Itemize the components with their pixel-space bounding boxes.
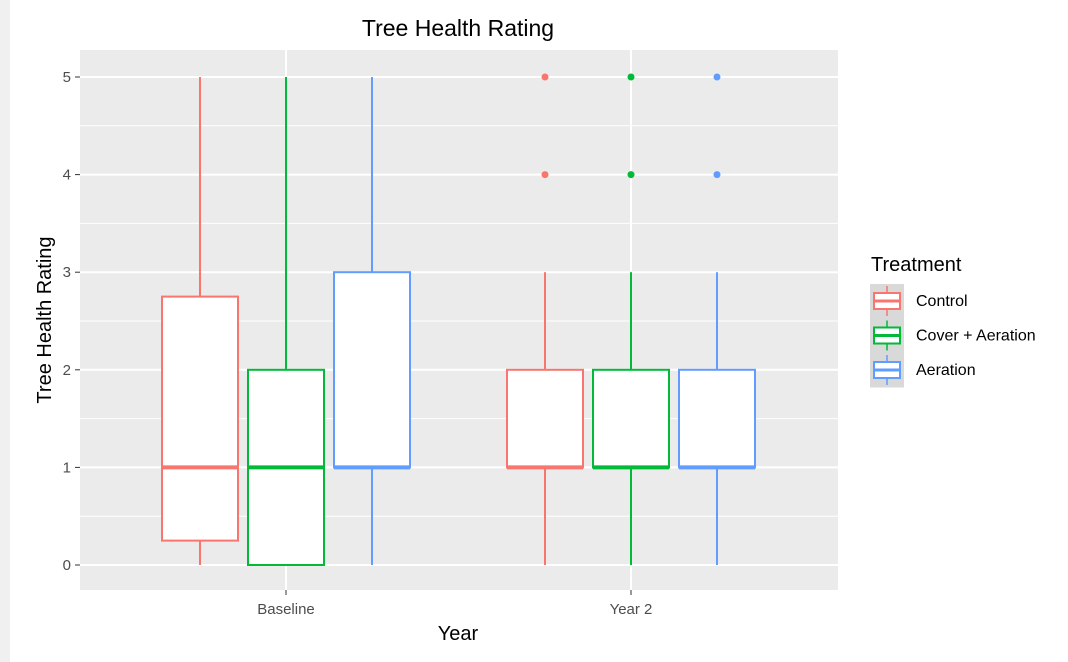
y-tick-label: 4 [63, 167, 71, 184]
box-iqr [592, 368, 670, 469]
box-iqr [678, 368, 756, 469]
legend-label: Aeration [916, 362, 976, 379]
box-cover-aeration-baseline [247, 77, 325, 566]
x-tick-label: Baseline [257, 601, 315, 618]
x-tick-label: Year 2 [610, 601, 653, 618]
box-cover-aeration-year-2 [592, 73, 670, 565]
outlier-point [713, 171, 721, 179]
box-series [161, 73, 756, 566]
y-axis: 0 1 2 3 4 5 [63, 69, 80, 574]
outlier-point [627, 171, 635, 179]
x-axis: Baseline Year 2 [257, 590, 652, 618]
outlier-point [541, 73, 549, 81]
box-iqr [161, 295, 239, 542]
y-tick-label: 2 [63, 362, 71, 379]
chart-title: Tree Health Rating [362, 15, 554, 41]
y-tick-label: 0 [63, 557, 71, 574]
legend-label: Cover + Aeration [916, 328, 1036, 345]
box-aeration-baseline [333, 77, 411, 565]
box-control-year-2 [506, 73, 584, 565]
box-control-baseline [161, 77, 239, 565]
box-iqr [506, 368, 584, 469]
outlier-point [541, 171, 549, 179]
box-iqr [333, 271, 411, 469]
y-tick-label: 5 [63, 69, 71, 86]
legend-label: Control [916, 293, 968, 310]
legend-key-aeration [870, 353, 904, 388]
outlier-point [713, 73, 721, 81]
y-tick-label: 3 [63, 264, 71, 281]
chart-frame: 0 1 2 3 4 5 Baseline Year 2 Tree Health Rating… [10, 0, 1068, 662]
y-tick-label: 1 [63, 459, 71, 476]
outlier-point [627, 73, 635, 81]
legend-title: Treatment [871, 254, 962, 276]
box-aeration-year-2 [678, 73, 756, 565]
box-plot-chart: 0 1 2 3 4 5 Baseline Year 2 Tree Health Rating… [34, 15, 1036, 645]
legend-key-control [870, 284, 904, 319]
x-axis-title: Year [438, 623, 479, 645]
legend-key-cover-aeration [870, 318, 904, 353]
legend: Treatment Control Cover + Aeration Aeratio… [870, 254, 1036, 388]
y-axis-title: Tree Health Rating [34, 236, 56, 403]
